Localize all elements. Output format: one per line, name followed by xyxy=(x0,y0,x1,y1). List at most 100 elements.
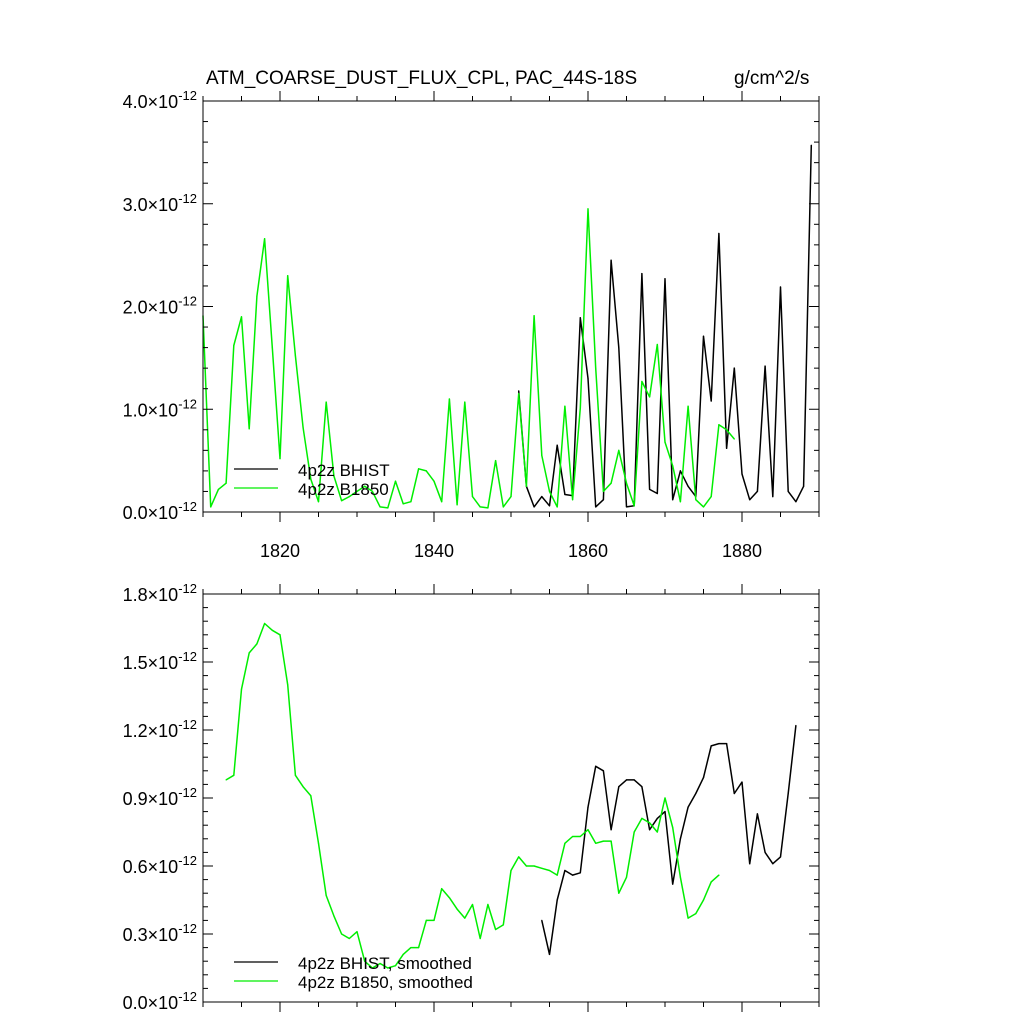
top-series-0-point xyxy=(726,447,728,449)
bottom-series-0-point xyxy=(602,770,605,772)
bottom-series-0-point xyxy=(564,869,566,872)
top-xtick-label: 1820 xyxy=(260,541,300,561)
bottom-series-0-line xyxy=(541,725,797,956)
bottom-series-1-point xyxy=(317,842,320,844)
bottom-series-1-point xyxy=(310,795,312,797)
bottom-series-0-point xyxy=(718,743,720,745)
top-series-1-point xyxy=(402,503,404,505)
top-series-1-point xyxy=(502,506,504,508)
bottom-panel: 0.0×10-12 0.3×10-12 0.6×10-12 0.9×10-12 1.2×… xyxy=(123,581,820,1013)
bottom-series-1-point xyxy=(618,892,620,894)
top-series-1-point xyxy=(325,401,327,403)
bottom-series-0-point xyxy=(595,765,597,767)
top-series-1-point xyxy=(687,405,689,407)
top-series-1-point xyxy=(425,470,427,472)
bottom-series-1-point xyxy=(271,629,273,631)
top-panel-ticks: 1820 1840 1860 1880 0.0×10-12 1.0×10-12 2.0×10… xyxy=(123,88,820,561)
bottom-series-1-point xyxy=(533,865,535,867)
top-series-1-point xyxy=(240,316,243,318)
top-series-0-point xyxy=(810,144,812,146)
top-series-1-point xyxy=(656,343,658,346)
top-ytick-label: 4.0×10-12 xyxy=(123,88,197,112)
bottom-series-1-point xyxy=(425,919,427,922)
bottom-series-0-point xyxy=(548,953,551,956)
bottom-series-1-point xyxy=(679,876,682,878)
bottom-series-0-point xyxy=(541,919,543,922)
top-series-0-point xyxy=(679,470,682,472)
bottom-series-1-point xyxy=(371,967,373,969)
bottom-series-1-point xyxy=(294,774,296,776)
top-series-1-point xyxy=(541,454,543,457)
top-series-1-point xyxy=(710,496,712,498)
bottom-series-1-point xyxy=(464,917,466,919)
bottom-series-1-point xyxy=(348,937,350,940)
bottom-series-1-point xyxy=(479,937,481,940)
bottom-series-1-point xyxy=(625,876,628,878)
top-series-0-point xyxy=(533,506,535,508)
top-series-1-line xyxy=(202,208,735,509)
bottom-series-1-point xyxy=(602,840,605,842)
top-series-1-point xyxy=(487,507,489,509)
top-series-0-point xyxy=(772,496,774,498)
top-series-0-point xyxy=(718,232,720,235)
top-series-1-point xyxy=(595,367,597,369)
top-series-1-point xyxy=(702,506,705,508)
bottom-series-1-point xyxy=(502,924,504,926)
bottom-series-1-point xyxy=(364,960,366,962)
top-series-0-point xyxy=(664,278,666,280)
bottom-series-1-point xyxy=(564,842,566,844)
bottom-series-0-point xyxy=(779,856,782,858)
bottom-series-0-point xyxy=(741,781,743,783)
bottom-series-1-point xyxy=(672,826,674,829)
bottom-series-1-point xyxy=(525,865,528,867)
top-series-1-point xyxy=(471,496,474,498)
bottom-series-1-point xyxy=(287,684,289,686)
top-series-1-point xyxy=(649,396,651,398)
top-series-1-point xyxy=(294,355,296,357)
top-series-1-point xyxy=(364,485,366,487)
bottom-series-1-point xyxy=(256,643,258,645)
bottom-series-1-point xyxy=(510,869,512,872)
bottom-series-1-point xyxy=(541,867,543,869)
bottom-series-0-point xyxy=(726,743,728,745)
top-series-1-point xyxy=(418,468,420,470)
top-series-1-point xyxy=(379,506,381,508)
top-series-1-point xyxy=(271,347,273,349)
top-series-0-point xyxy=(610,259,612,261)
top-series-1-point xyxy=(726,429,728,431)
bottom-series-0-point xyxy=(695,792,697,795)
bottom-series-0-point xyxy=(764,851,766,854)
bottom-series-1-point xyxy=(556,874,558,876)
bottom-series-0-point xyxy=(772,863,774,865)
top-series-0-point xyxy=(756,490,759,492)
top-series-1-point xyxy=(464,401,466,403)
top-series-0-point xyxy=(541,496,543,498)
top-series-1-point xyxy=(479,506,481,508)
bottom-series-0-point xyxy=(633,779,635,781)
bottom-ytick-label: 0.6×10-12 xyxy=(123,853,197,877)
bottom-series-0-point xyxy=(702,777,705,779)
bottom-series-0-point xyxy=(672,883,674,885)
bottom-series-1-point xyxy=(379,962,381,965)
top-series-1-point xyxy=(217,488,219,490)
top-legend: 4p2z BHIST 4p2z B1850 xyxy=(234,461,390,499)
bottom-series-0-point xyxy=(649,829,651,831)
top-series-0-point xyxy=(587,377,589,379)
top-series-1-point xyxy=(518,393,520,395)
legend-label-bhist-smoothed: 4p2z BHIST, smoothed xyxy=(298,954,472,973)
bottom-series-1-point xyxy=(418,947,420,949)
bottom-series-0-point xyxy=(749,863,751,865)
bottom-panel-ticks: 0.0×10-12 0.3×10-12 0.6×10-12 0.9×10-12 1.2×… xyxy=(123,581,820,1013)
top-series-1-point xyxy=(572,499,574,501)
bottom-series-1-point xyxy=(641,817,643,820)
top-series-0-point xyxy=(803,485,805,487)
bottom-series-1-point xyxy=(410,947,412,949)
chart-title: ATM_COARSE_DUST_FLUX_CPL, PAC_44S-18S xyxy=(206,68,637,89)
bottom-series-1-point xyxy=(649,822,651,824)
top-series-0-point xyxy=(564,493,566,496)
top-series-1-point xyxy=(579,407,581,409)
top-series-0-point xyxy=(779,286,782,288)
bottom-series-0-point xyxy=(641,786,643,788)
top-series-1-point xyxy=(341,500,343,502)
top-series-0-point xyxy=(741,473,743,475)
